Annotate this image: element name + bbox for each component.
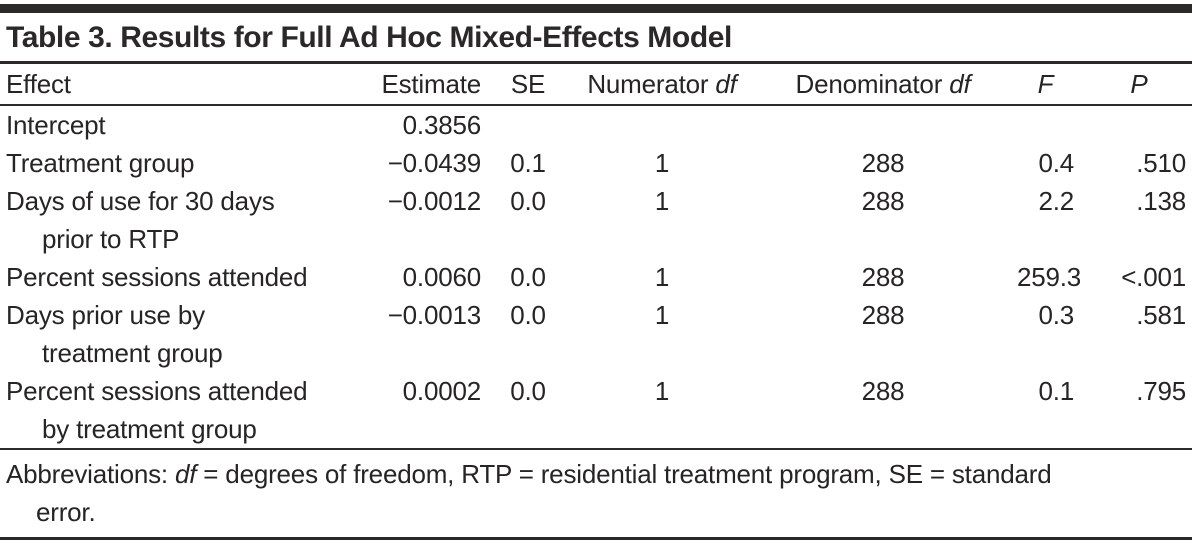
table-row: Percent sessions attended 0.0060 0.0 1 2… xyxy=(6,258,1186,296)
header-f: F xyxy=(1017,64,1092,104)
effect-label-line2: prior to RTP xyxy=(42,224,180,254)
estimate-cell: −0.0439 xyxy=(387,148,482,178)
header-divider xyxy=(0,104,1192,106)
f-cell: 0.1 xyxy=(1038,376,1074,406)
title-divider xyxy=(0,61,1192,64)
effect-cell: Days of use for 30 days prior to RTP xyxy=(6,182,370,258)
effect-label: Percent sessions attended xyxy=(6,376,308,406)
table-row: Intercept 0.3856 xyxy=(6,106,1186,144)
se-cell: 0.0 xyxy=(510,262,546,292)
header-denominator-df-italic: df xyxy=(949,69,971,99)
f-cell: 0.4 xyxy=(1038,148,1074,178)
bottom-rule xyxy=(0,537,1192,540)
results-table-body: Intercept 0.3856 Treatment group −0.0439… xyxy=(6,106,1186,448)
table-row: Treatment group −0.0439 0.1 1 288 0.4 .5… xyxy=(6,144,1186,182)
header-numerator-df: Numerator df xyxy=(575,64,749,104)
estimate-cell: −0.0012 xyxy=(387,186,482,216)
numerator-df-cell: 1 xyxy=(654,376,670,406)
p-cell: .510 xyxy=(1136,148,1186,178)
numerator-df-cell: 1 xyxy=(654,262,670,292)
header-p: P xyxy=(1092,64,1186,104)
table-title: Table 3. Results for Full Ad Hoc Mixed-E… xyxy=(6,21,732,54)
estimate-cell: 0.0002 xyxy=(402,376,482,406)
estimate-cell: −0.0013 xyxy=(387,300,482,330)
effect-label: Intercept xyxy=(6,110,106,140)
denominator-df-cell: 288 xyxy=(861,262,905,292)
header-denominator-label: Denominator xyxy=(795,69,943,99)
header-numerator-df-italic: df xyxy=(715,69,737,99)
effect-label: Treatment group xyxy=(6,148,195,178)
header-denominator-df: Denominator df xyxy=(749,64,1017,104)
denominator-df-cell xyxy=(749,106,1017,144)
effect-cell: Days prior use by treatment group xyxy=(6,296,370,372)
estimate-cell: 0.0060 xyxy=(402,262,482,292)
header-se: SE xyxy=(481,64,575,104)
table-row: Days prior use by treatment group −0.0013… xyxy=(6,296,1186,372)
p-cell xyxy=(1092,106,1186,144)
footnote-divider xyxy=(0,448,1192,450)
footnote-df-italic: df xyxy=(174,459,197,489)
p-cell: .138 xyxy=(1136,186,1186,216)
f-cell: 2.2 xyxy=(1038,186,1074,216)
results-table: Effect Estimate SE Numerator df Denomina… xyxy=(6,64,1186,104)
header-effect-label: Effect xyxy=(6,69,71,99)
header-se-label: SE xyxy=(510,69,546,99)
p-cell: .795 xyxy=(1136,376,1186,406)
effect-label: Days of use for 30 days xyxy=(6,186,275,216)
se-cell: 0.0 xyxy=(510,300,546,330)
numerator-df-cell: 1 xyxy=(654,300,670,330)
header-p-label: P xyxy=(1130,69,1148,99)
denominator-df-cell: 288 xyxy=(861,148,905,178)
denominator-df-cell: 288 xyxy=(861,376,905,406)
effect-label: Percent sessions attended xyxy=(6,262,308,292)
table-footnote: Abbreviations: df = degrees of freedom, … xyxy=(0,450,1192,537)
header-estimate: Estimate xyxy=(370,64,481,104)
numerator-df-cell: 1 xyxy=(654,186,670,216)
header-estimate-label: Estimate xyxy=(381,69,481,99)
header-effect: Effect xyxy=(6,64,370,104)
footnote-text-line2: error. xyxy=(36,497,96,527)
footnote-text: = degrees of freedom, RTP = residential … xyxy=(196,459,1052,489)
estimate-cell: 0.3856 xyxy=(402,110,482,140)
header-numerator-label: Numerator xyxy=(587,69,709,99)
denominator-df-cell: 288 xyxy=(861,186,905,216)
effect-label-line2: by treatment group xyxy=(42,414,257,444)
se-cell: 0.1 xyxy=(510,148,546,178)
denominator-df-cell: 288 xyxy=(861,300,905,330)
p-cell: <.001 xyxy=(1121,262,1186,292)
table-header-row: Effect Estimate SE Numerator df Denomina… xyxy=(6,64,1186,104)
effect-cell: Intercept xyxy=(6,106,370,144)
se-cell: 0.0 xyxy=(510,186,546,216)
effect-label-line2: treatment group xyxy=(42,338,223,368)
table-row: Percent sessions attended by treatment gr… xyxy=(6,372,1186,448)
effect-cell: Percent sessions attended by treatment gr… xyxy=(6,372,370,448)
effect-label: Days prior use by xyxy=(6,300,205,330)
f-cell xyxy=(1017,106,1092,144)
numerator-df-cell: 1 xyxy=(654,148,670,178)
numerator-df-cell xyxy=(575,106,749,144)
header-f-label: F xyxy=(1037,69,1054,99)
effect-cell: Treatment group xyxy=(6,144,370,182)
se-cell xyxy=(481,106,575,144)
effect-cell: Percent sessions attended xyxy=(6,258,370,296)
se-cell: 0.0 xyxy=(510,376,546,406)
f-cell: 259.3 xyxy=(1017,262,1082,292)
footnote-abbreviations-label: Abbreviations: xyxy=(6,459,175,489)
p-cell: .581 xyxy=(1136,300,1186,330)
table-row: Days of use for 30 days prior to RTP −0.0… xyxy=(6,182,1186,258)
f-cell: 0.3 xyxy=(1038,300,1074,330)
top-rule-thick xyxy=(0,4,1192,13)
